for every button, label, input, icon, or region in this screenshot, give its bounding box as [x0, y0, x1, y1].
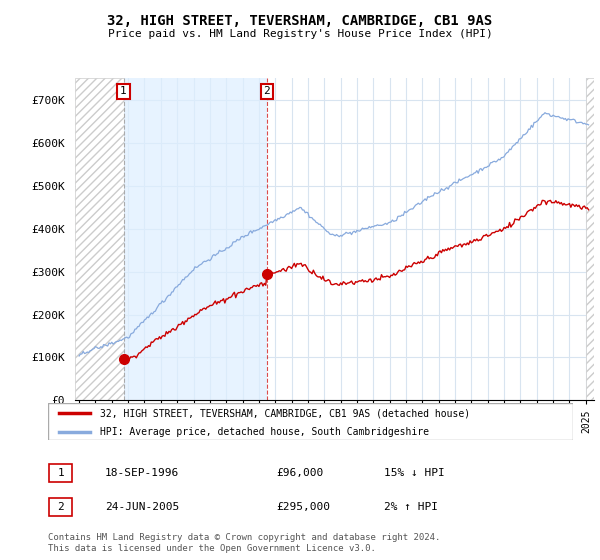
Text: 32, HIGH STREET, TEVERSHAM, CAMBRIDGE, CB1 9AS: 32, HIGH STREET, TEVERSHAM, CAMBRIDGE, C…	[107, 14, 493, 28]
Text: £295,000: £295,000	[276, 502, 330, 512]
Text: 24-JUN-2005: 24-JUN-2005	[105, 502, 179, 512]
Text: Contains HM Land Registry data © Crown copyright and database right 2024.
This d: Contains HM Land Registry data © Crown c…	[48, 533, 440, 553]
Bar	[586, 78, 594, 400]
Bar	[75, 78, 124, 400]
Text: HPI: Average price, detached house, South Cambridgeshire: HPI: Average price, detached house, Sout…	[101, 427, 430, 437]
FancyBboxPatch shape	[49, 464, 72, 482]
Text: Price paid vs. HM Land Registry's House Price Index (HPI): Price paid vs. HM Land Registry's House …	[107, 29, 493, 39]
Text: 32, HIGH STREET, TEVERSHAM, CAMBRIDGE, CB1 9AS (detached house): 32, HIGH STREET, TEVERSHAM, CAMBRIDGE, C…	[101, 408, 470, 418]
Text: 2: 2	[263, 86, 270, 96]
Bar	[124, 78, 267, 400]
Text: £96,000: £96,000	[276, 468, 323, 478]
Text: 1: 1	[120, 86, 127, 96]
Text: 15% ↓ HPI: 15% ↓ HPI	[384, 468, 445, 478]
FancyBboxPatch shape	[48, 403, 573, 440]
Text: 18-SEP-1996: 18-SEP-1996	[105, 468, 179, 478]
Text: 2: 2	[57, 502, 64, 512]
Text: 2% ↑ HPI: 2% ↑ HPI	[384, 502, 438, 512]
FancyBboxPatch shape	[49, 498, 72, 516]
Text: 1: 1	[57, 468, 64, 478]
